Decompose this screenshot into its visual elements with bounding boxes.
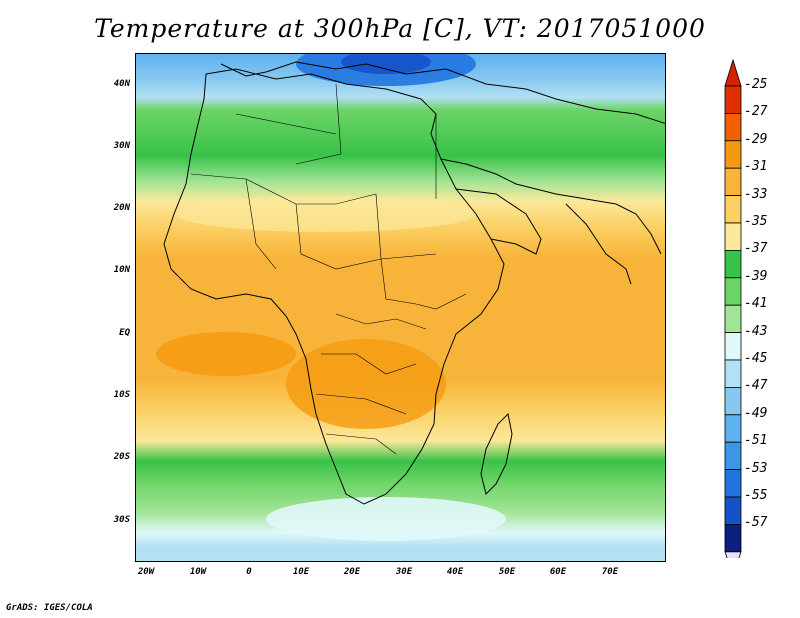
lat-label: 10N xyxy=(113,265,130,275)
colorbar-box xyxy=(724,523,742,553)
colorbar-label: -39 xyxy=(744,268,768,284)
colorbar-label: -43 xyxy=(744,323,768,339)
colorbar-box xyxy=(724,304,742,333)
cold-core-north xyxy=(341,54,431,74)
colorbar-label: -31 xyxy=(744,159,768,175)
temperature-map xyxy=(135,53,666,562)
lat-label: 30N xyxy=(113,141,130,151)
country-borders xyxy=(190,83,467,455)
lon-label: 50E xyxy=(498,567,516,577)
colorbar-box xyxy=(724,85,742,114)
sahara-band xyxy=(176,196,476,232)
colorbar-top-arrow xyxy=(724,58,742,87)
warm-pool-atlantic xyxy=(156,332,296,376)
cool-pool-south xyxy=(266,497,506,541)
colorbar-box xyxy=(724,496,742,525)
lat-label: EQ xyxy=(119,328,130,338)
lat-label: 20N xyxy=(113,203,130,213)
lat-label: 20S xyxy=(113,452,130,462)
colorbar-label: -27 xyxy=(744,104,768,120)
lon-label: 0 xyxy=(246,567,252,577)
map-canvas xyxy=(136,54,665,561)
colorbar-box xyxy=(724,332,742,361)
colorbar-label: -53 xyxy=(744,460,768,476)
colorbar-box xyxy=(724,222,742,251)
lon-label: 70E xyxy=(601,567,619,577)
colorbar-label: -55 xyxy=(744,488,768,503)
lat-label: 30S xyxy=(113,515,130,525)
colorbar xyxy=(724,58,742,558)
colorbar-label: -41 xyxy=(744,296,768,312)
colorbar-label: -57 xyxy=(744,515,768,531)
colorbar-label: -45 xyxy=(744,351,768,366)
lon-label: 10E xyxy=(292,567,310,577)
lon-label: 20W xyxy=(137,567,155,577)
colorbar-box xyxy=(724,469,742,498)
colorbar-box xyxy=(724,249,742,279)
colorbar-label: -49 xyxy=(744,405,768,421)
chart-title: Temperature at 300hPa [C], VT: 201705100… xyxy=(94,14,706,43)
lon-label: 40E xyxy=(446,567,464,577)
colorbar-box xyxy=(724,386,742,416)
colorbar-label: -25 xyxy=(744,77,768,92)
colorbar-bottom-arrow xyxy=(724,551,742,558)
colorbar-box xyxy=(724,167,742,196)
colorbar-label: -33 xyxy=(744,186,768,202)
grads-credit: GrADS: IGES/COLA xyxy=(6,603,93,613)
colorbar-label: -35 xyxy=(744,214,768,229)
lon-label: 20E xyxy=(343,567,361,577)
lat-label: 40N xyxy=(113,79,130,89)
lon-label: 10W xyxy=(189,567,207,577)
coastlines xyxy=(163,61,665,505)
colorbar-box xyxy=(724,113,742,142)
lon-label: 30E xyxy=(395,567,413,577)
warm-pool-africa xyxy=(286,339,446,429)
colorbar-label: -29 xyxy=(744,131,768,147)
colorbar-label: -37 xyxy=(744,241,768,257)
colorbar-box xyxy=(724,441,742,471)
colorbar-box xyxy=(724,195,742,224)
colorbar-box xyxy=(724,414,742,443)
colorbar-box xyxy=(724,140,742,169)
colorbar-box xyxy=(724,359,742,388)
colorbar-label: -51 xyxy=(744,433,768,449)
colorbar-box xyxy=(724,277,742,306)
lat-label: 10S xyxy=(113,390,130,400)
temperature-field xyxy=(136,54,665,561)
lon-label: 60E xyxy=(549,567,567,577)
colorbar-label: -47 xyxy=(744,378,768,394)
colorbar-boxes xyxy=(724,58,742,558)
